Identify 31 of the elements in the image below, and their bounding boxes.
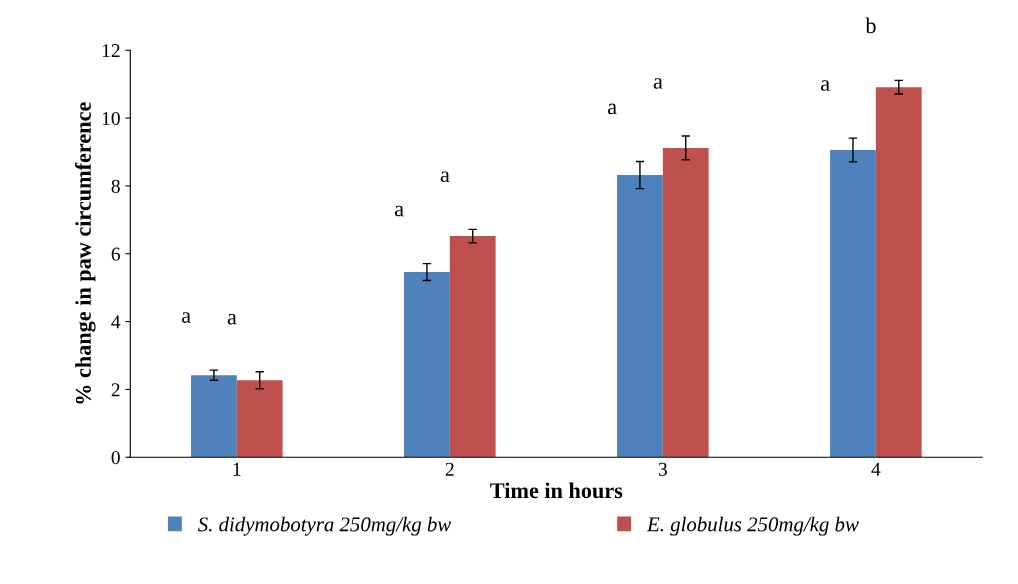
x-axis-title: Time in hours — [490, 482, 623, 499]
bar — [449, 236, 496, 458]
y-tick-label: 10 — [102, 111, 120, 125]
x-tick-label: 3 — [658, 462, 667, 476]
legend-label: S. didymobotyra 250mg/kg bw — [198, 516, 452, 536]
y-tick-label: 6 — [111, 247, 120, 261]
annotation: a — [227, 313, 237, 325]
y-tick-label: 8 — [111, 179, 120, 193]
text: b — [865, 17, 876, 34]
bar — [404, 272, 450, 458]
annotation: a — [440, 171, 450, 183]
bar — [236, 380, 283, 458]
bar — [830, 149, 876, 458]
y-tick-label: 0 — [111, 451, 120, 465]
legend-label: E. globulus 250mg/kg bw — [646, 516, 859, 536]
annotation: a — [653, 78, 663, 89]
annotation: a — [608, 103, 617, 115]
x-tick-label: 1 — [233, 462, 241, 476]
y-tick-label: 4 — [111, 315, 121, 329]
x-tick-label: 4 — [871, 462, 881, 476]
x-tick-label: 2 — [445, 462, 454, 476]
annotation: a — [181, 312, 191, 323]
annotation: a — [821, 80, 830, 91]
bar — [617, 175, 663, 458]
bar — [875, 87, 922, 458]
y-tick-label: 12 — [102, 44, 120, 57]
bar — [662, 147, 709, 458]
y-axis-title: % change in paw circumference — [75, 102, 96, 404]
y-tick-label: 2 — [111, 383, 120, 397]
annotation: a — [395, 205, 404, 217]
bar — [191, 375, 237, 458]
